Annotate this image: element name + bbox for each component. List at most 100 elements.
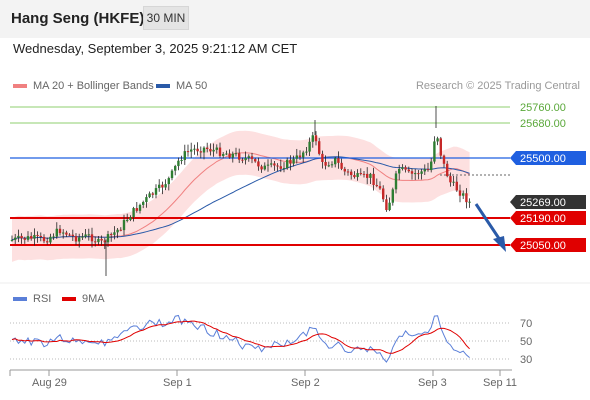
candle-body xyxy=(458,190,462,196)
candle-body xyxy=(391,189,394,203)
credit-text: Research © 2025 Trading Central xyxy=(415,80,580,92)
candle-body xyxy=(196,148,199,152)
candle-body xyxy=(62,232,65,234)
candle-body xyxy=(273,163,276,166)
candle-body xyxy=(138,204,142,211)
candle-body xyxy=(388,202,391,211)
header-bar: Hang Seng (HKFE) 30 MIN xyxy=(0,0,590,38)
candle-body xyxy=(116,229,119,233)
candle-body xyxy=(356,173,359,178)
candle-body xyxy=(378,186,382,189)
candle-body xyxy=(206,147,209,150)
candle-body xyxy=(49,236,52,243)
candle-body xyxy=(186,151,190,153)
candle-body xyxy=(324,161,327,166)
candle-body xyxy=(238,153,241,160)
candle-body xyxy=(193,148,196,150)
candle-body xyxy=(154,188,158,195)
candle-body xyxy=(26,236,30,240)
candle-body xyxy=(254,159,257,162)
forecast-arrowhead-icon xyxy=(493,236,506,252)
candle-body xyxy=(244,157,247,161)
rsi-tick-30: 30 xyxy=(520,354,532,366)
candle-body xyxy=(177,160,180,167)
candle-body xyxy=(404,167,407,170)
timeframe-button[interactable]: 30 MIN xyxy=(143,6,189,30)
candle-body xyxy=(10,239,14,241)
candle-body xyxy=(170,170,174,179)
candle-body xyxy=(446,163,449,177)
candle-body xyxy=(420,171,423,174)
candle-body xyxy=(298,155,302,158)
candle-body xyxy=(100,238,103,241)
candle-body xyxy=(215,147,218,150)
candle-body xyxy=(321,153,324,162)
candle-body xyxy=(401,167,404,169)
candle-body xyxy=(353,175,356,178)
candle-body xyxy=(346,171,350,173)
candle-body xyxy=(23,238,26,240)
price-tag-25050 xyxy=(510,238,586,252)
price-label-25680: 25680.00 xyxy=(520,118,566,130)
candle-body xyxy=(375,184,378,187)
ma50-swatch-icon xyxy=(156,84,170,88)
candle-body xyxy=(90,234,94,242)
candle-body xyxy=(68,234,71,236)
candle-body xyxy=(276,165,279,167)
legend-ma50-label: MA 50 xyxy=(176,80,208,92)
candle-body xyxy=(148,193,151,198)
candle-body xyxy=(295,155,298,159)
candle-body xyxy=(164,184,167,188)
candles-group xyxy=(10,106,471,276)
candle-body xyxy=(142,202,145,205)
price-tag-last xyxy=(510,195,586,209)
candle-body xyxy=(343,168,346,172)
candle-body xyxy=(202,147,206,153)
candle-body xyxy=(426,169,430,171)
candle-body xyxy=(407,169,410,172)
legend-ma50: MA 50 xyxy=(156,80,207,92)
candle-body xyxy=(30,236,33,239)
candle-body xyxy=(452,181,455,183)
legend-rsi: RSI xyxy=(13,293,51,305)
candle-body xyxy=(106,234,110,243)
candle-body xyxy=(311,135,314,142)
x-tick-label-sep3: Sep 3 xyxy=(418,377,447,389)
candle-body xyxy=(42,236,46,242)
candle-body xyxy=(209,149,212,152)
candle-body xyxy=(20,235,23,239)
rsi-ma-swatch-icon xyxy=(62,297,76,301)
candle-body xyxy=(436,138,439,142)
x-ticks-group xyxy=(9,370,501,376)
candle-body xyxy=(465,193,468,203)
candle-body xyxy=(39,235,42,237)
candle-body xyxy=(222,154,225,156)
candle-body xyxy=(119,229,122,231)
x-tick-label-sep11: Sep 11 xyxy=(483,377,517,389)
candle-body xyxy=(263,165,266,170)
candle-body xyxy=(286,159,289,168)
candle-body xyxy=(94,241,97,243)
candle-body xyxy=(33,234,36,239)
candle-body xyxy=(340,162,343,169)
candle-body xyxy=(330,164,334,166)
ma20-swatch-icon xyxy=(13,84,27,88)
candle-body xyxy=(266,164,270,166)
candle-body xyxy=(167,178,170,185)
candle-body xyxy=(410,171,414,174)
bollinger-band xyxy=(12,130,470,262)
rsi-tick-50: 50 xyxy=(520,336,532,348)
legend-ma20: MA 20 + Bollinger Bands xyxy=(13,80,154,92)
candle-body xyxy=(199,151,202,153)
candle-body xyxy=(394,173,398,190)
candle-body xyxy=(113,232,116,235)
candle-body xyxy=(314,135,318,142)
candle-body xyxy=(58,228,62,234)
candle-body xyxy=(228,153,231,158)
legend-rsi-ma-label: 9MA xyxy=(82,293,105,305)
price-tag-25190 xyxy=(510,211,586,225)
price-label-25760: 25760.00 xyxy=(520,102,566,114)
candle-body xyxy=(74,236,78,242)
forecast-arrow xyxy=(474,203,502,241)
